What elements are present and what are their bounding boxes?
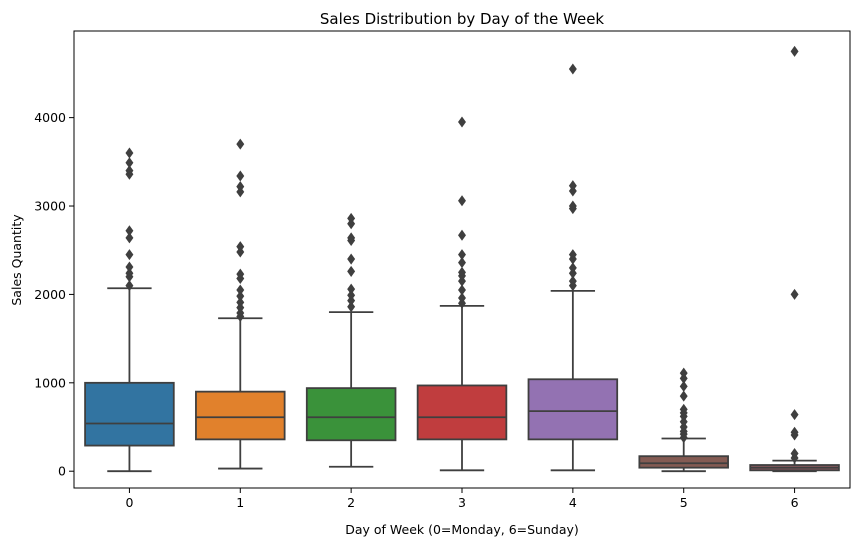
outlier-point [568, 63, 577, 75]
outlier-point [125, 267, 134, 279]
y-tick-label: 2000 [34, 287, 66, 302]
outlier-point [347, 301, 356, 313]
outlier-point [458, 266, 466, 278]
outlier-point [236, 268, 245, 280]
outlier-point [458, 116, 466, 128]
box-group-6 [749, 45, 840, 473]
outlier-point [236, 181, 245, 193]
outlier-point [568, 262, 577, 274]
x-tick-label: 1 [236, 495, 244, 510]
outlier-point [347, 265, 356, 277]
y-tick-label: 4000 [34, 110, 66, 125]
outlier-point [568, 200, 577, 212]
outlier-point [790, 426, 799, 438]
outlier-point [125, 261, 134, 273]
box-1 [195, 390, 286, 441]
x-tick-label: 6 [791, 495, 799, 510]
axes: 0 1000 2000 3000 4000 0 1 2 3 4 5 6 [34, 110, 798, 510]
outlier-point [125, 165, 134, 177]
box-group-3 [416, 116, 508, 472]
outlier-point [458, 257, 466, 269]
box-group-4 [527, 63, 619, 472]
outlier-point [125, 147, 134, 159]
outlier-point [458, 249, 466, 261]
outlier-point [125, 249, 134, 261]
box-3 [416, 384, 508, 441]
outlier-point [347, 212, 356, 224]
outlier-point [568, 249, 577, 261]
outlier-point [458, 195, 466, 207]
outlier-point [347, 283, 356, 295]
plot-area [84, 45, 840, 473]
box-group-5 [638, 367, 729, 473]
outlier-point [790, 45, 799, 57]
outlier-point [679, 403, 688, 415]
box-2 [305, 387, 397, 442]
chart-title: Sales Distribution by Day of the Week [320, 10, 605, 28]
box-group-2 [305, 212, 397, 468]
x-axis-label: Day of Week (0=Monday, 6=Sunday) [345, 522, 579, 537]
outlier-point [236, 170, 245, 182]
outlier-point [236, 284, 245, 296]
box-group-0 [84, 147, 175, 473]
outlier-point [236, 296, 245, 308]
box-0 [84, 381, 175, 447]
outlier-point [347, 289, 356, 301]
y-tick-label: 3000 [34, 199, 66, 214]
x-tick-label: 0 [125, 495, 133, 510]
box-4 [527, 378, 619, 441]
x-tick-label: 2 [347, 495, 355, 510]
y-axis-label: Sales Quantity [9, 214, 24, 306]
box-5 [638, 455, 729, 469]
outlier-point [125, 225, 134, 237]
outlier-point [125, 232, 134, 244]
outlier-point [236, 290, 245, 302]
outlier-point [679, 367, 688, 379]
x-tick-label: 3 [458, 495, 466, 510]
outlier-point [458, 292, 466, 304]
outlier-point [458, 229, 466, 241]
box-group-1 [195, 138, 286, 470]
outlier-point [790, 409, 799, 421]
outlier-point [236, 138, 245, 150]
outlier-point [236, 241, 245, 253]
outlier-point [347, 232, 356, 244]
outlier-point [568, 275, 577, 287]
outlier-point [790, 448, 799, 460]
x-tick-label: 4 [569, 495, 577, 510]
outlier-point [125, 157, 134, 169]
x-tick-label: 5 [680, 495, 688, 510]
outlier-point [458, 284, 466, 296]
outlier-point [347, 253, 356, 265]
y-tick-label: 0 [58, 464, 66, 479]
outlier-point [679, 390, 688, 402]
outlier-point [790, 288, 799, 300]
outlier-point [679, 380, 688, 392]
outlier-point [125, 280, 134, 292]
y-tick-label: 1000 [34, 375, 66, 390]
outlier-point [568, 180, 577, 192]
